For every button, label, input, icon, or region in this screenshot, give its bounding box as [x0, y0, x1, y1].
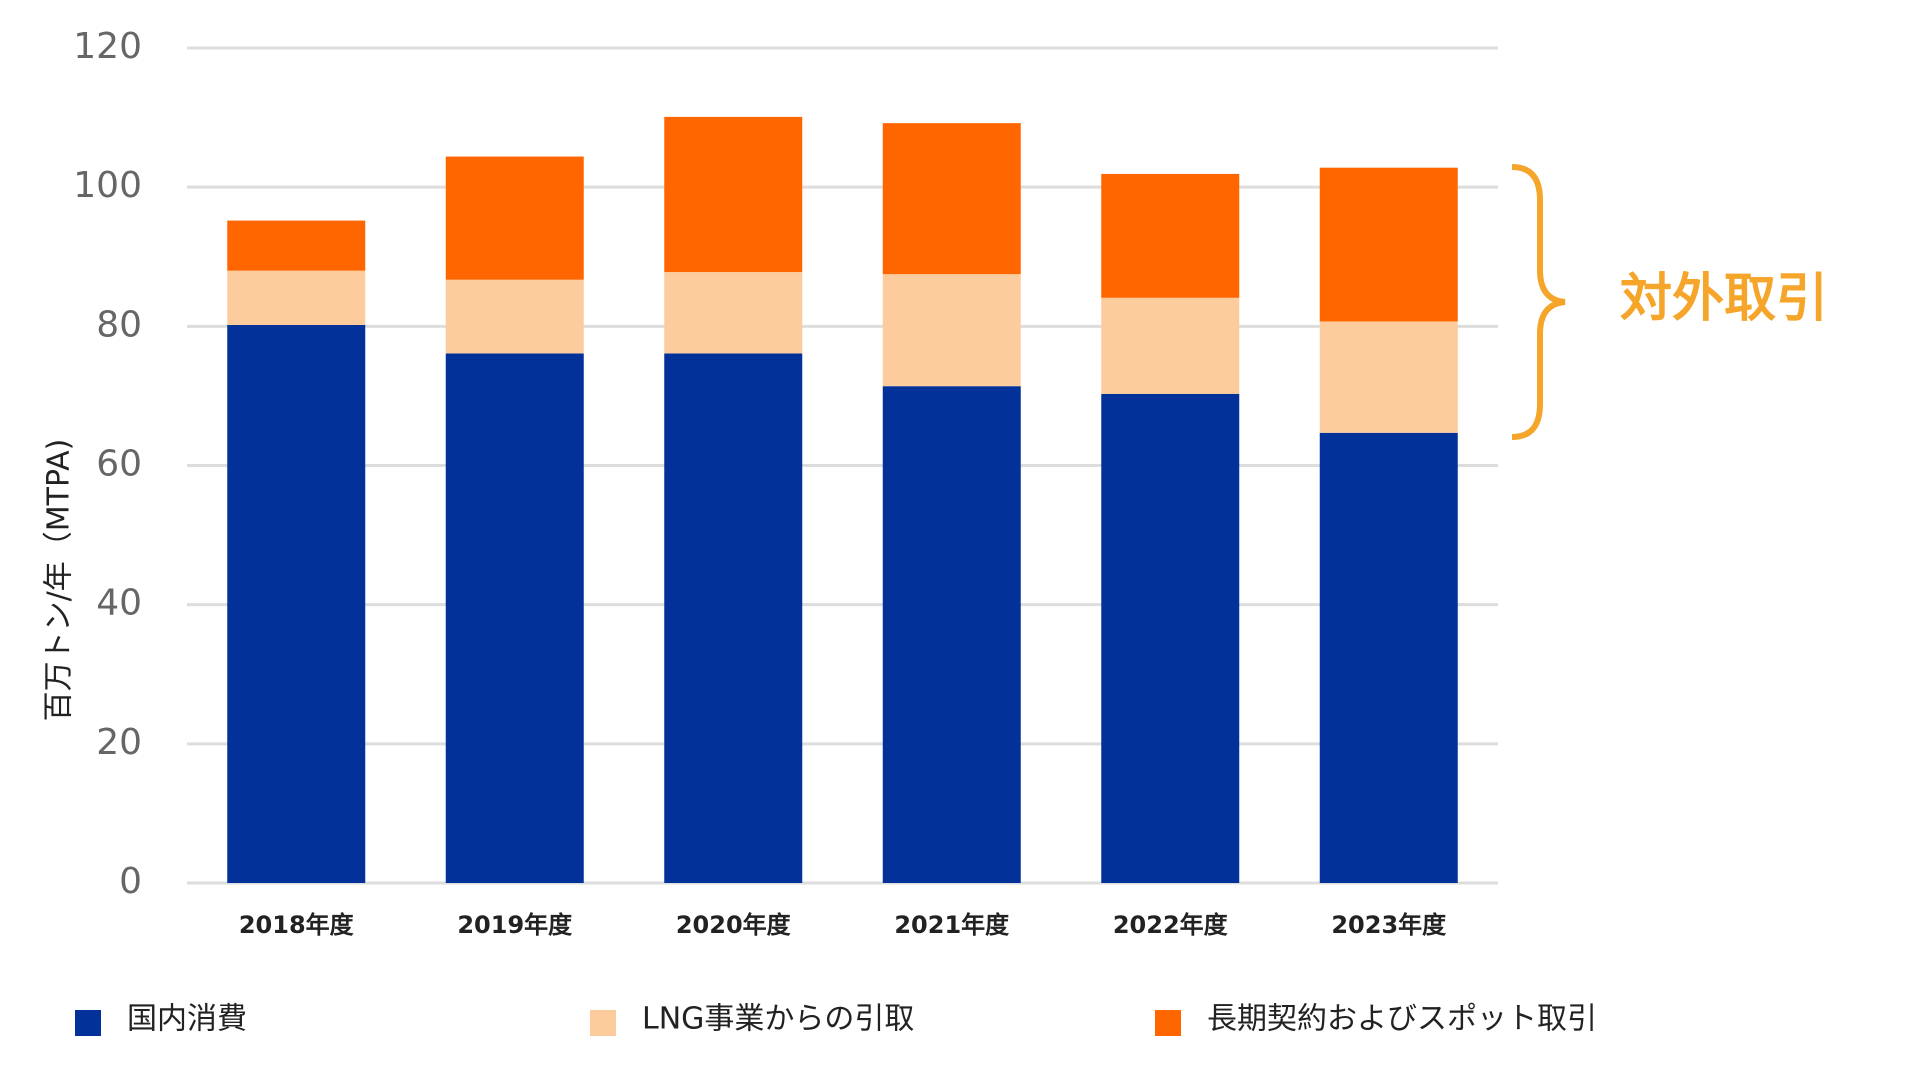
- x-tick-label: 2022年度: [1113, 911, 1229, 939]
- bar-segment: [664, 116, 803, 273]
- x-tick-label: 2021年度: [894, 911, 1010, 939]
- legend-swatch: [75, 1010, 101, 1036]
- bar-segment: [227, 270, 366, 325]
- legend-label: LNG事業からの引取: [642, 1002, 914, 1037]
- x-tick-label: 2018年度: [239, 911, 355, 939]
- legend-label: 長期契約およびスポット取引: [1207, 1002, 1597, 1037]
- y-tick-label: 60: [96, 444, 142, 485]
- bar-segment: [1319, 167, 1458, 322]
- x-tick-label: 2023年度: [1331, 911, 1447, 939]
- bar-segment: [227, 220, 366, 271]
- bar-segment: [1101, 173, 1240, 298]
- bar-segment: [445, 279, 584, 354]
- bar-segment: [1101, 393, 1240, 883]
- legend-swatch: [1155, 1010, 1181, 1036]
- y-tick-label: 0: [119, 861, 142, 902]
- bar-segment: [1319, 321, 1458, 433]
- brace: [1511, 164, 1566, 440]
- bar-segment: [882, 386, 1021, 883]
- bar-segment: [664, 353, 803, 883]
- y-tick-label: 80: [96, 304, 142, 345]
- bar-segment: [1319, 432, 1458, 883]
- bar-segment: [445, 156, 584, 280]
- y-tick-label: 120: [73, 26, 142, 67]
- bar-segment: [445, 353, 584, 883]
- y-tick-label: 20: [96, 722, 142, 763]
- annotation: 対外取引: [1620, 269, 1828, 329]
- bar-segment: [227, 324, 366, 884]
- y-tick-label: 100: [73, 165, 142, 206]
- bar-segment: [882, 123, 1021, 275]
- bar-segment: [664, 272, 803, 354]
- legend-swatch: [590, 1010, 616, 1036]
- x-tick-label: 2020年度: [676, 911, 792, 939]
- legend-label: 国内消費: [127, 1002, 247, 1037]
- bar-segment: [1101, 297, 1240, 394]
- y-axis-label: 百万トン/年（MTPA): [42, 439, 77, 722]
- y-tick-label: 40: [96, 583, 142, 624]
- x-tick-label: 2019年度: [457, 911, 573, 939]
- bar-segment: [882, 274, 1021, 387]
